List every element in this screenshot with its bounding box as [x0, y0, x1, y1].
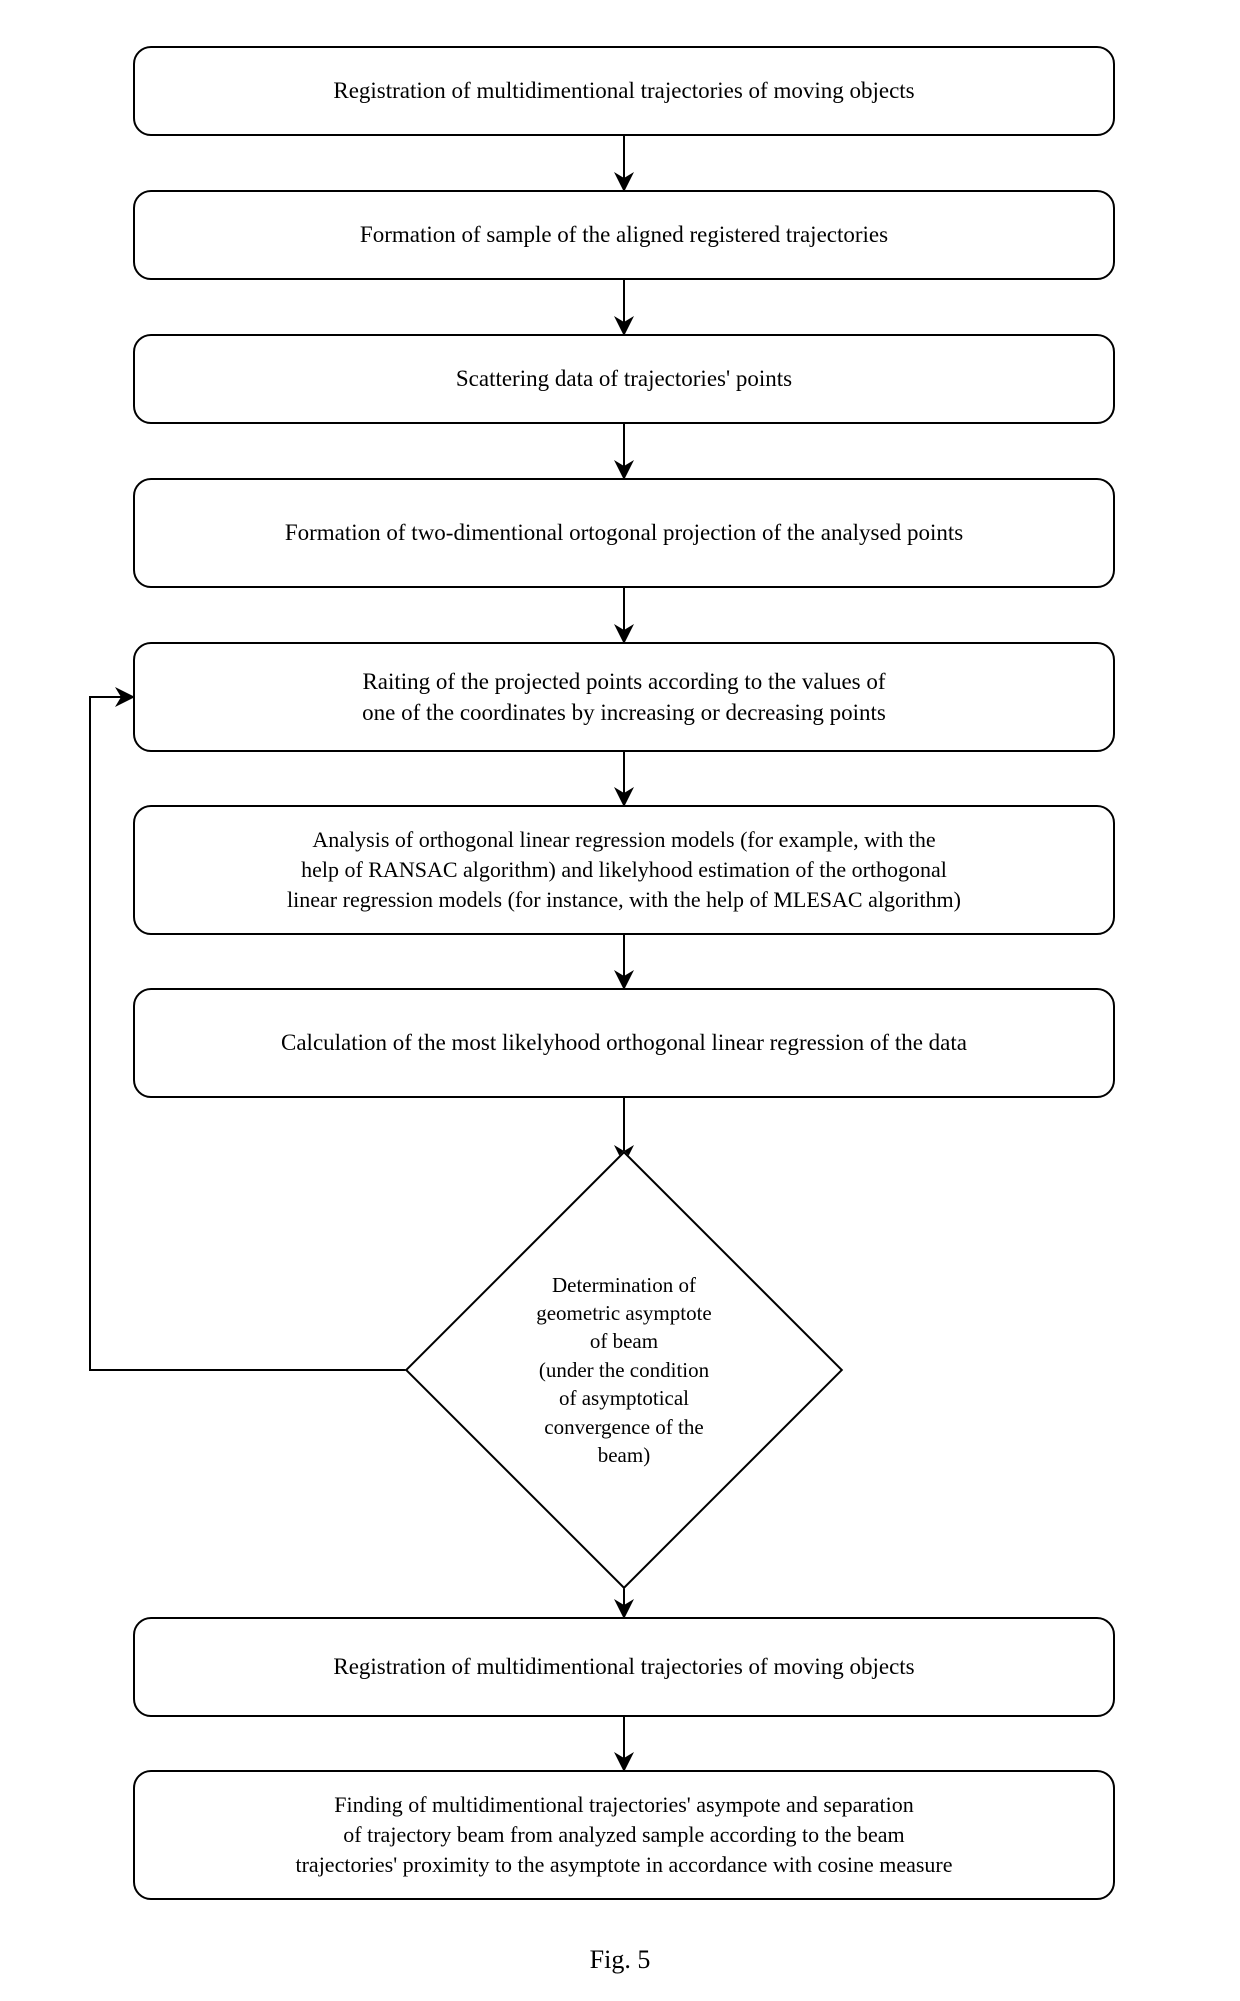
flow-node-n2: Formation of sample of the aligned regis…	[133, 190, 1115, 280]
flow-node-n6: Analysis of orthogonal linear regression…	[133, 805, 1115, 935]
flow-node-n8: Registration of multidimentional traject…	[133, 1617, 1115, 1717]
flow-node-n1: Registration of multidimentional traject…	[133, 46, 1115, 136]
flow-node-n4: Formation of two-dimentional ortogonal p…	[133, 478, 1115, 588]
figure-caption: Fig. 5	[0, 1945, 1240, 1975]
flowchart-canvas: Fig. 5 Registration of multidimentional …	[0, 0, 1240, 2001]
flow-node-n5: Raiting of the projected points accordin…	[133, 642, 1115, 752]
flow-node-n3: Scattering data of trajectories' points	[133, 334, 1115, 424]
flow-decision-d1: Determination ofgeometric asymptoteof be…	[405, 1151, 843, 1589]
flow-node-n9: Finding of multidimentional trajectories…	[133, 1770, 1115, 1900]
flow-node-n7: Calculation of the most likelyhood ortho…	[133, 988, 1115, 1098]
